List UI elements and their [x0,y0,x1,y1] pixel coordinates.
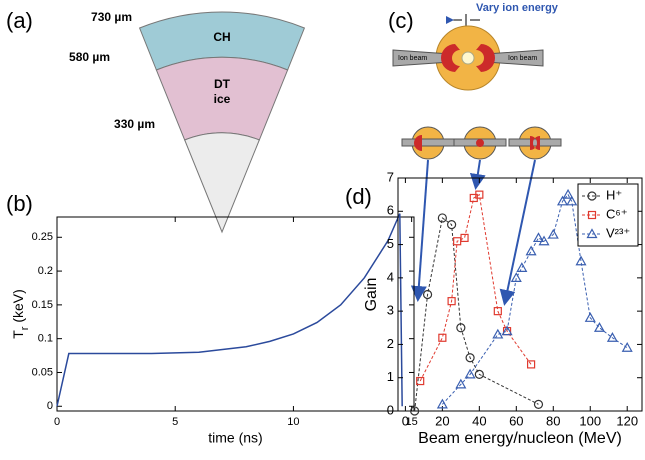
y-tick-label: 0.15 [32,299,53,311]
y-tick-label: 0.25 [32,231,53,243]
point [439,334,446,341]
y-axis-label: Tr (keV) [10,289,31,339]
y-axis-label-part: (keV) [10,289,26,326]
panel-label: (c) [388,8,414,33]
figure: (a) CH DT ice 730 µm 580 µm 330 µm (b) (… [0,0,645,455]
point [528,361,535,368]
plot-frame [57,217,414,411]
x-tick-label: 40 [472,413,486,428]
fuel [462,52,474,64]
legend-label: H⁺ [606,187,622,202]
panel-label: (a) [6,8,33,33]
x-tick-label: 120 [616,413,638,428]
layer-label: CH [213,30,230,44]
y-axis-label-part: Gain [363,278,380,312]
y-tick-label: 2 [387,336,394,351]
y-tick-label: 0.1 [38,333,53,345]
beam-label: Ion beam [508,55,537,62]
legend-label: V²³⁺ [606,225,630,240]
x-axis-label: Beam energy/nucleon (MeV) [418,430,622,447]
y-tick-label: 0.05 [32,366,53,378]
panel-label: (d) [345,184,372,209]
y-tick-label: 1 [387,369,394,384]
point [623,343,632,351]
y-tick-label: 0 [387,402,394,417]
point [493,330,502,338]
x-tick-label: 0 [54,416,60,428]
y-tick-label: 5 [387,236,394,251]
layer-label: ice [214,92,231,106]
radius-label: 580 µm [69,50,110,64]
line [420,195,531,381]
x-tick-label: 20 [435,413,449,428]
beam-label: Ion beam [398,55,427,62]
layer-label: DT [214,77,231,91]
x-tick-label: 10 [287,416,299,428]
panel-label: (b) [6,191,33,216]
y-tick-label: 3 [387,303,394,318]
x-tick-label: 80 [546,413,560,428]
y-tick-label: 6 [387,203,394,218]
y-tick-label: 0 [47,400,53,412]
line [415,218,539,411]
scheme-title: Vary ion energy [476,2,559,14]
point [595,323,604,331]
energy-arrow [452,14,480,26]
x-tick-label: 5 [172,416,178,428]
y-tick-label: 4 [387,269,394,284]
x-tick-label: 60 [509,413,523,428]
x-axis-label: time (ns) [208,430,262,446]
radius-label: 330 µm [114,117,155,131]
y-tick-label: 0.2 [38,265,53,277]
point [461,234,468,241]
line [57,214,402,407]
arrow [418,160,428,298]
page: { "panels": {"a": "(a)", "b": "(b)", "c"… [0,0,645,460]
variant-icons [402,127,561,159]
y-tick-label: 7 [387,169,394,184]
legend-label: C⁶⁺ [606,206,628,221]
radius-label: 730 µm [91,10,132,24]
y-axis-label: Gain [363,278,380,312]
point [527,247,536,255]
x-tick-label: 100 [579,413,601,428]
x-tick-label: 0 [402,413,409,428]
